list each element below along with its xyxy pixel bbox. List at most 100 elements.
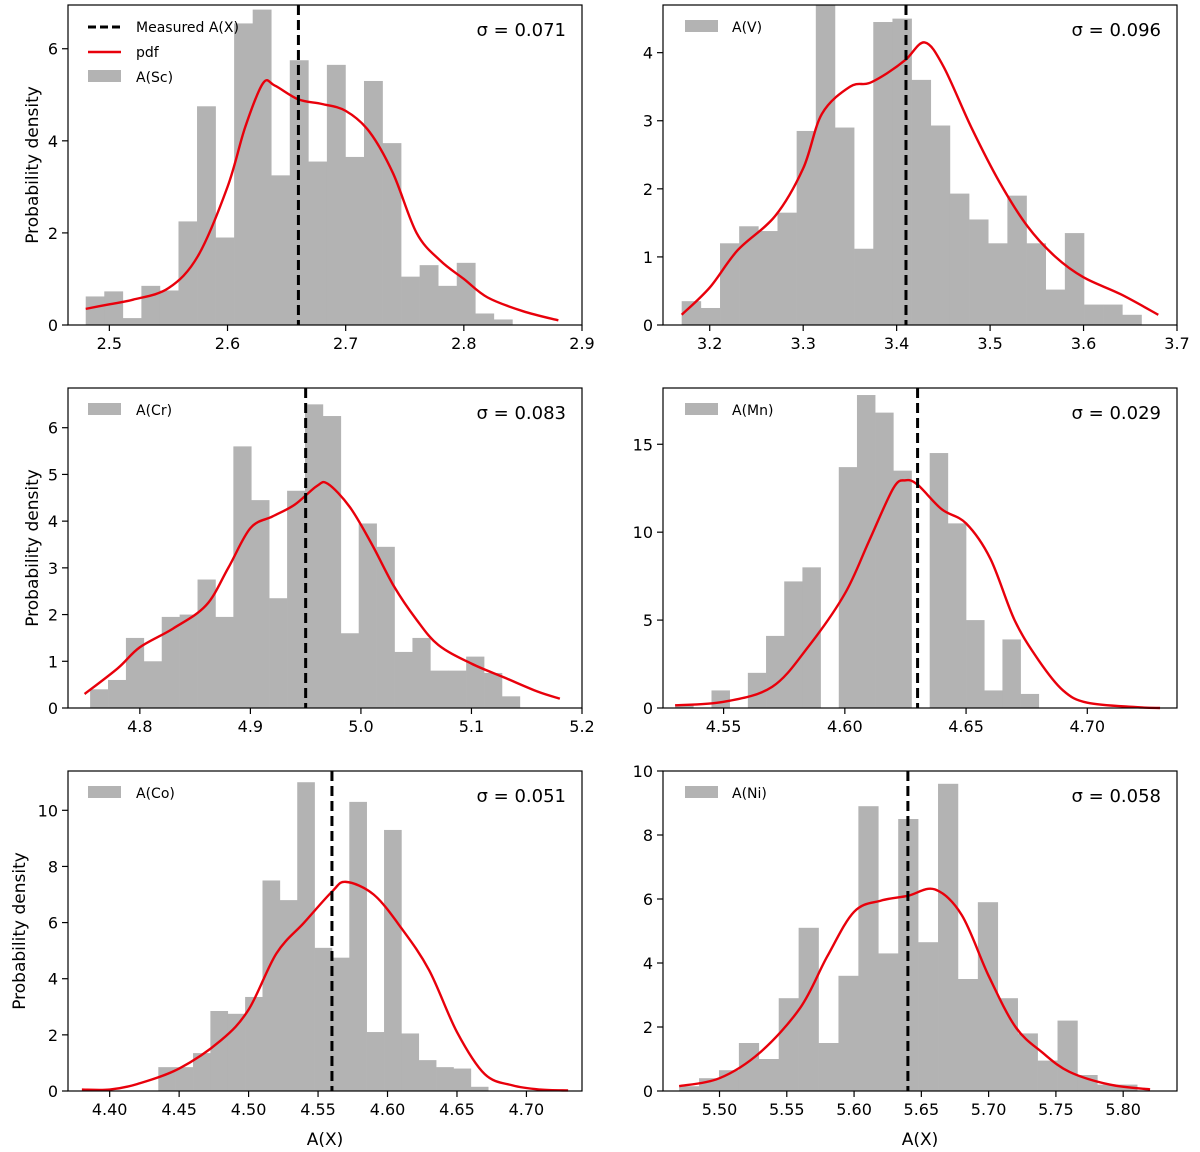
legend-hist-label: A(Cr) xyxy=(136,403,172,419)
panel-sc: 2.5 2.6 2.7 2.8 2.9 0 2 4 6 Probability density… xyxy=(23,4,595,353)
histogram-bar xyxy=(1057,1020,1078,1091)
x-axis-label: A(X) xyxy=(307,1130,344,1150)
histogram-bar xyxy=(297,782,315,1091)
histogram-bar xyxy=(227,1013,246,1091)
pdf-curve xyxy=(81,880,569,1092)
panel-ni: 5.50 5.55 5.60 5.65 5.70 5.75 5.80 0 2 4 6 8 10 A(X… xyxy=(633,762,1178,1150)
histogram-bar xyxy=(930,125,951,325)
histogram-bar xyxy=(739,226,759,325)
histogram-bar xyxy=(358,523,377,708)
histogram-bar xyxy=(384,829,402,1091)
histogram-bar xyxy=(1017,1033,1038,1091)
histogram-bar xyxy=(326,64,346,326)
y-tick-label: 10 xyxy=(633,523,653,542)
legend-hist-label: A(Co) xyxy=(136,786,175,802)
histogram-bar xyxy=(90,689,109,708)
x-tick-label: 4.70 xyxy=(509,1100,545,1119)
y-tick-label: 3 xyxy=(48,559,58,578)
histogram-bar xyxy=(436,1067,454,1091)
x-tick-label: 4.65 xyxy=(948,717,984,736)
histogram-bar xyxy=(798,927,819,1091)
x-tick-label: 5.0 xyxy=(348,717,373,736)
y-tick-label: 2 xyxy=(48,606,58,625)
x-tick-label: 3.2 xyxy=(697,334,722,353)
plot-frame xyxy=(662,387,1178,709)
histogram-bar xyxy=(251,500,270,708)
panel-co: 4.40 4.45 4.50 4.55 4.60 4.65 4.70 0 2 4 6 8 10 Pro… xyxy=(10,770,583,1150)
histogram-bar xyxy=(938,783,959,1091)
x-tick-label: 2.5 xyxy=(97,334,122,353)
pdf-curve xyxy=(83,480,561,700)
x-axis-ticks: 3.2 3.3 3.4 3.5 3.6 3.7 xyxy=(697,325,1190,353)
y-tick-label: 4 xyxy=(48,132,58,151)
y-tick-label: 10 xyxy=(633,762,653,781)
histogram-bar xyxy=(322,416,342,708)
histogram-bar xyxy=(401,1033,420,1091)
histogram-bar xyxy=(1122,314,1142,325)
histogram-bar xyxy=(929,453,949,708)
y-tick-label: 0 xyxy=(48,316,58,335)
x-tick-label: 5.1 xyxy=(459,717,484,736)
x-tick-label: 4.45 xyxy=(161,1100,197,1119)
histogram-bar xyxy=(1097,1084,1118,1091)
y-tick-label: 5 xyxy=(48,465,58,484)
histogram-bar xyxy=(412,637,431,708)
x-tick-label: 3.7 xyxy=(1164,334,1189,353)
histogram-bars xyxy=(90,404,521,708)
histogram-bar xyxy=(818,1043,839,1091)
histogram-bar xyxy=(215,237,235,325)
histogram-bar xyxy=(141,285,161,325)
pdf-curve xyxy=(85,79,559,322)
y-axis-label: Probability density xyxy=(23,469,43,627)
x-tick-label: 4.55 xyxy=(706,717,742,736)
y-tick-label: 2 xyxy=(643,1018,653,1037)
legend: A(Mn) xyxy=(685,403,773,419)
histogram-bar xyxy=(1026,243,1046,325)
histogram-bar xyxy=(349,801,367,1091)
y-tick-label: 0 xyxy=(48,1082,58,1101)
x-tick-label: 4.8 xyxy=(127,717,152,736)
y-tick-label: 6 xyxy=(48,914,58,933)
histogram-bar xyxy=(875,412,894,708)
histogram-bar xyxy=(331,957,350,1091)
histogram-bar xyxy=(858,806,879,1091)
x-tick-label: 5.70 xyxy=(971,1100,1007,1119)
y-tick-label: 0 xyxy=(643,699,653,718)
plot-frame xyxy=(67,770,583,1092)
legend: Measured A(X) pdf A(Sc) xyxy=(88,20,239,86)
legend: A(V) xyxy=(685,20,762,36)
histogram-bar xyxy=(493,319,513,325)
histogram-bar xyxy=(1037,1060,1058,1091)
histogram-bar xyxy=(271,175,291,325)
histogram-bar xyxy=(438,285,458,325)
histogram-bar xyxy=(193,1053,211,1091)
histogram-bar xyxy=(918,942,939,1091)
histogram-bar xyxy=(675,704,694,708)
histogram-bar xyxy=(122,318,142,325)
pdf-curve xyxy=(675,478,1161,710)
histogram-bar xyxy=(873,22,893,326)
sigma-annotation: σ = 0.029 xyxy=(1072,403,1161,424)
histogram-bar xyxy=(758,231,778,325)
histogram-bar xyxy=(949,193,970,325)
x-tick-label: 3.5 xyxy=(977,334,1002,353)
x-tick-label: 5.50 xyxy=(702,1100,738,1119)
y-axis-ticks: 0 1 2 3 4 5 6 xyxy=(48,419,68,718)
y-tick-label: 6 xyxy=(643,890,653,909)
histogram-bar xyxy=(234,23,253,325)
x-tick-label: 5.2 xyxy=(569,717,594,736)
x-tick-label: 5.75 xyxy=(1038,1100,1074,1119)
histogram-bar xyxy=(475,313,495,325)
histogram-bar xyxy=(1103,304,1123,325)
sigma-annotation: σ = 0.083 xyxy=(477,403,566,424)
histogram-bar xyxy=(988,243,1008,325)
sigma-annotation: σ = 0.051 xyxy=(477,786,566,807)
histogram-bar xyxy=(376,546,395,708)
panel-v: 3.2 3.3 3.4 3.5 3.6 3.7 0 1 2 3 4 σ = 0.096 A(V) xyxy=(643,4,1190,353)
x-axis-ticks: 5.50 5.55 5.60 5.65 5.70 5.75 5.80 xyxy=(702,1091,1141,1119)
histogram-bar xyxy=(984,690,1003,708)
histogram-bar xyxy=(747,672,767,708)
legend-hist-label: A(Ni) xyxy=(732,786,767,802)
histogram-bar xyxy=(484,672,503,708)
